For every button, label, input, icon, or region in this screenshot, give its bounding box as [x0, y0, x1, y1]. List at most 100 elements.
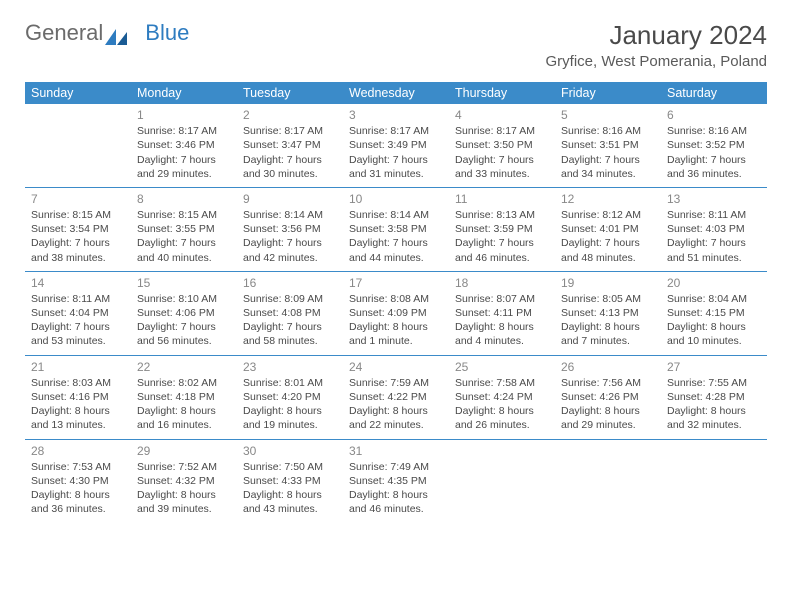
sunrise-line: Sunrise: 8:02 AM	[137, 376, 231, 390]
calendar-day-cell: 15Sunrise: 8:10 AMSunset: 4:06 PMDayligh…	[131, 271, 237, 355]
calendar-day-cell: 17Sunrise: 8:08 AMSunset: 4:09 PMDayligh…	[343, 271, 449, 355]
daylight-line: Daylight: 7 hours and 36 minutes.	[667, 153, 761, 181]
calendar-day-cell: 31Sunrise: 7:49 AMSunset: 4:35 PMDayligh…	[343, 439, 449, 522]
sunset-line: Sunset: 4:13 PM	[561, 306, 655, 320]
sunrise-line: Sunrise: 7:56 AM	[561, 376, 655, 390]
sunrise-line: Sunrise: 8:14 AM	[243, 208, 337, 222]
sunset-line: Sunset: 3:59 PM	[455, 222, 549, 236]
sunset-line: Sunset: 3:50 PM	[455, 138, 549, 152]
daylight-line: Daylight: 8 hours and 19 minutes.	[243, 404, 337, 432]
calendar-day-cell	[555, 439, 661, 522]
daylight-line: Daylight: 7 hours and 34 minutes.	[561, 153, 655, 181]
calendar-day-cell: 18Sunrise: 8:07 AMSunset: 4:11 PMDayligh…	[449, 271, 555, 355]
weekday-header: Friday	[555, 82, 661, 104]
daylight-line: Daylight: 7 hours and 48 minutes.	[561, 236, 655, 264]
calendar-day-cell: 13Sunrise: 8:11 AMSunset: 4:03 PMDayligh…	[661, 187, 767, 271]
calendar-day-cell	[449, 439, 555, 522]
calendar-day-cell: 29Sunrise: 7:52 AMSunset: 4:32 PMDayligh…	[131, 439, 237, 522]
sunset-line: Sunset: 3:49 PM	[349, 138, 443, 152]
daylight-line: Daylight: 7 hours and 30 minutes.	[243, 153, 337, 181]
calendar-day-cell: 26Sunrise: 7:56 AMSunset: 4:26 PMDayligh…	[555, 355, 661, 439]
calendar-day-cell: 25Sunrise: 7:58 AMSunset: 4:24 PMDayligh…	[449, 355, 555, 439]
calendar-week-row: 1Sunrise: 8:17 AMSunset: 3:46 PMDaylight…	[25, 104, 767, 187]
day-number: 29	[137, 443, 231, 459]
sunrise-line: Sunrise: 8:01 AM	[243, 376, 337, 390]
day-number: 6	[667, 107, 761, 123]
day-number: 13	[667, 191, 761, 207]
sunset-line: Sunset: 4:24 PM	[455, 390, 549, 404]
daylight-line: Daylight: 8 hours and 46 minutes.	[349, 488, 443, 516]
day-number: 12	[561, 191, 655, 207]
day-number: 3	[349, 107, 443, 123]
title-block: January 2024 Gryfice, West Pomerania, Po…	[546, 20, 767, 70]
sunrise-line: Sunrise: 8:11 AM	[31, 292, 125, 306]
sunset-line: Sunset: 4:32 PM	[137, 474, 231, 488]
sunset-line: Sunset: 3:52 PM	[667, 138, 761, 152]
day-number: 22	[137, 359, 231, 375]
day-number: 18	[455, 275, 549, 291]
calendar-day-cell	[661, 439, 767, 522]
weekday-header: Saturday	[661, 82, 767, 104]
daylight-line: Daylight: 7 hours and 46 minutes.	[455, 236, 549, 264]
sunrise-line: Sunrise: 8:08 AM	[349, 292, 443, 306]
day-number: 26	[561, 359, 655, 375]
calendar-day-cell: 10Sunrise: 8:14 AMSunset: 3:58 PMDayligh…	[343, 187, 449, 271]
sunset-line: Sunset: 4:01 PM	[561, 222, 655, 236]
day-number: 20	[667, 275, 761, 291]
location-text: Gryfice, West Pomerania, Poland	[546, 53, 767, 70]
sunrise-line: Sunrise: 8:10 AM	[137, 292, 231, 306]
calendar-week-row: 21Sunrise: 8:03 AMSunset: 4:16 PMDayligh…	[25, 355, 767, 439]
daylight-line: Daylight: 8 hours and 22 minutes.	[349, 404, 443, 432]
day-number: 23	[243, 359, 337, 375]
weekday-header: Tuesday	[237, 82, 343, 104]
day-number: 11	[455, 191, 549, 207]
day-number: 16	[243, 275, 337, 291]
sunset-line: Sunset: 4:35 PM	[349, 474, 443, 488]
daylight-line: Daylight: 8 hours and 26 minutes.	[455, 404, 549, 432]
sunset-line: Sunset: 3:58 PM	[349, 222, 443, 236]
calendar-day-cell	[25, 104, 131, 187]
calendar-day-cell: 28Sunrise: 7:53 AMSunset: 4:30 PMDayligh…	[25, 439, 131, 522]
sunset-line: Sunset: 4:30 PM	[31, 474, 125, 488]
calendar-day-cell: 22Sunrise: 8:02 AMSunset: 4:18 PMDayligh…	[131, 355, 237, 439]
sunset-line: Sunset: 4:16 PM	[31, 390, 125, 404]
sunset-line: Sunset: 3:51 PM	[561, 138, 655, 152]
daylight-line: Daylight: 7 hours and 56 minutes.	[137, 320, 231, 348]
logo-sail-icon	[105, 25, 127, 41]
day-number: 27	[667, 359, 761, 375]
daylight-line: Daylight: 7 hours and 51 minutes.	[667, 236, 761, 264]
weekday-header: Thursday	[449, 82, 555, 104]
logo-text-1: General	[25, 20, 103, 46]
calendar-day-cell: 11Sunrise: 8:13 AMSunset: 3:59 PMDayligh…	[449, 187, 555, 271]
calendar-day-cell: 16Sunrise: 8:09 AMSunset: 4:08 PMDayligh…	[237, 271, 343, 355]
day-number: 10	[349, 191, 443, 207]
daylight-line: Daylight: 8 hours and 29 minutes.	[561, 404, 655, 432]
page-title: January 2024	[546, 20, 767, 51]
sunrise-line: Sunrise: 7:58 AM	[455, 376, 549, 390]
daylight-line: Daylight: 8 hours and 16 minutes.	[137, 404, 231, 432]
sunrise-line: Sunrise: 8:09 AM	[243, 292, 337, 306]
sunrise-line: Sunrise: 7:49 AM	[349, 460, 443, 474]
day-number: 30	[243, 443, 337, 459]
sunrise-line: Sunrise: 8:05 AM	[561, 292, 655, 306]
sunrise-line: Sunrise: 8:14 AM	[349, 208, 443, 222]
daylight-line: Daylight: 8 hours and 7 minutes.	[561, 320, 655, 348]
sunset-line: Sunset: 4:18 PM	[137, 390, 231, 404]
day-number: 4	[455, 107, 549, 123]
sunset-line: Sunset: 4:20 PM	[243, 390, 337, 404]
sunrise-line: Sunrise: 8:15 AM	[137, 208, 231, 222]
sunrise-line: Sunrise: 7:52 AM	[137, 460, 231, 474]
sunrise-line: Sunrise: 8:17 AM	[137, 124, 231, 138]
day-number: 1	[137, 107, 231, 123]
sunset-line: Sunset: 3:54 PM	[31, 222, 125, 236]
sunrise-line: Sunrise: 8:17 AM	[349, 124, 443, 138]
calendar-day-cell: 7Sunrise: 8:15 AMSunset: 3:54 PMDaylight…	[25, 187, 131, 271]
calendar-day-cell: 24Sunrise: 7:59 AMSunset: 4:22 PMDayligh…	[343, 355, 449, 439]
logo: General Blue	[25, 20, 189, 46]
sunrise-line: Sunrise: 8:12 AM	[561, 208, 655, 222]
sunset-line: Sunset: 4:09 PM	[349, 306, 443, 320]
sunrise-line: Sunrise: 8:07 AM	[455, 292, 549, 306]
daylight-line: Daylight: 8 hours and 43 minutes.	[243, 488, 337, 516]
day-number: 9	[243, 191, 337, 207]
sunrise-line: Sunrise: 8:13 AM	[455, 208, 549, 222]
